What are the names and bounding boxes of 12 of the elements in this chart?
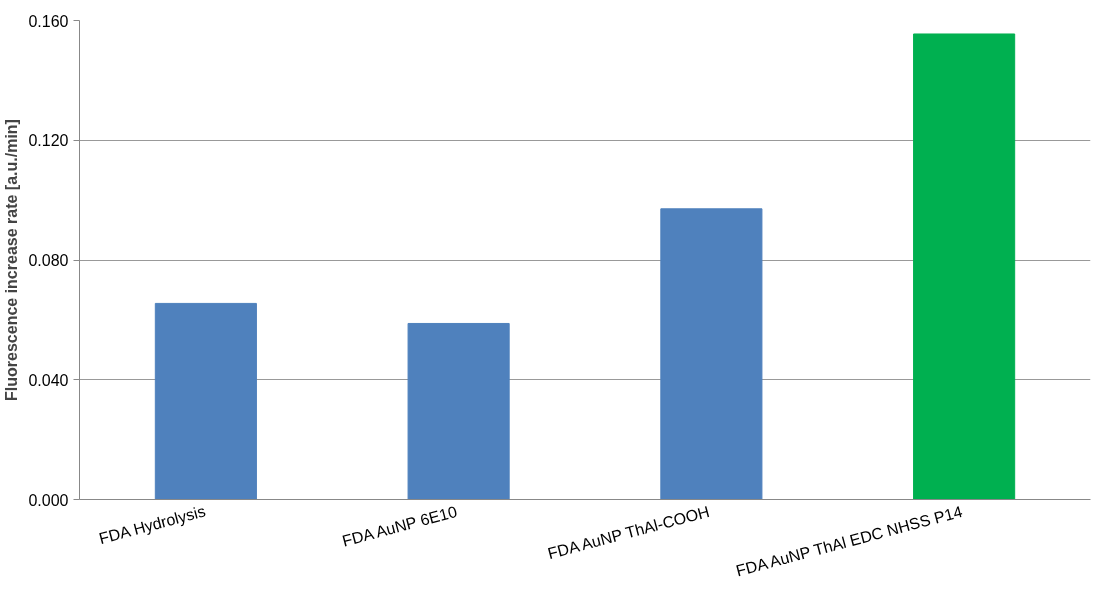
bar [660, 208, 763, 500]
y-tick-label: 0.040 [28, 371, 69, 389]
bar [407, 322, 510, 500]
y-tick-label: 0.000 [28, 491, 69, 509]
y-tick-label: 0.160 [28, 12, 69, 30]
bar [913, 33, 1016, 500]
y-tick-label: 0.120 [28, 132, 69, 150]
x-tick-label: FDA AuNP ThAl EDC NHSS P14 [734, 502, 965, 580]
x-tick-label: FDA AuNP 6E10 [340, 502, 459, 550]
y-axis-title: Fluorescence increase rate [a.u./min] [3, 119, 21, 401]
bar [154, 302, 257, 500]
y-tick-label: 0.080 [28, 252, 69, 269]
